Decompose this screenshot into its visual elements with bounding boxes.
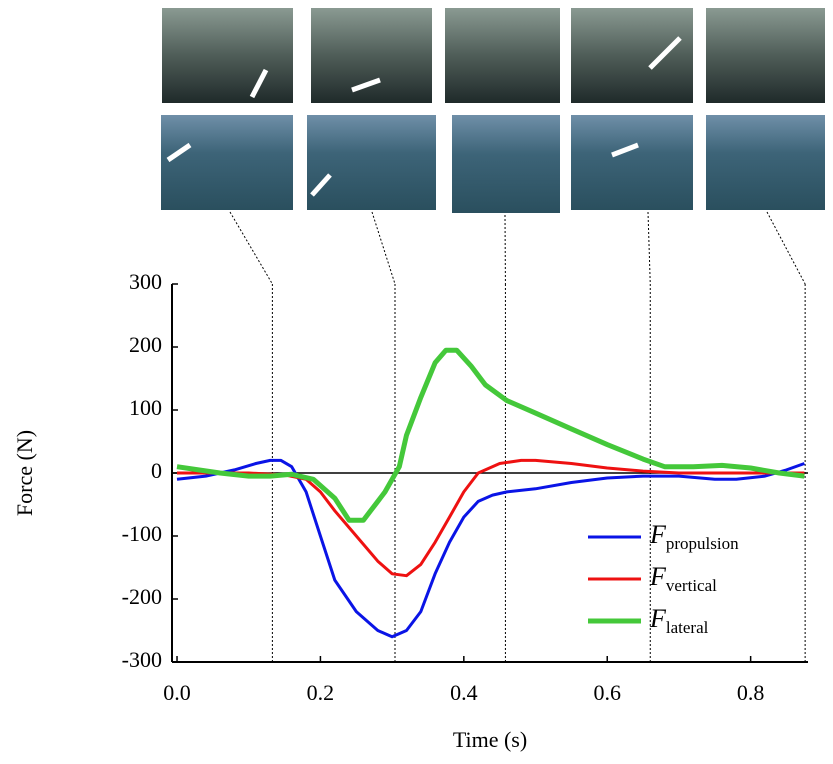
- arrow: [166, 142, 192, 163]
- series-line: [176, 347, 805, 523]
- y-tick-label: -300: [122, 647, 162, 672]
- photo: [452, 115, 560, 213]
- arrow: [310, 173, 332, 197]
- photo-connector: [229, 211, 273, 285]
- y-tick-label: 0: [151, 458, 162, 483]
- photos: [161, 8, 825, 213]
- x-tick-label: 0.2: [307, 680, 335, 705]
- legend-name: F: [649, 604, 667, 633]
- legend-label: Fvertical: [649, 562, 717, 595]
- photo: [307, 115, 436, 210]
- y-axis-title: Force (N): [12, 430, 37, 516]
- photo: [571, 115, 693, 210]
- x-tick-label: 0.0: [163, 680, 191, 705]
- x-tick-label: 0.8: [737, 680, 765, 705]
- arrow: [648, 36, 682, 70]
- photo: [445, 8, 560, 103]
- arrows: [166, 36, 682, 197]
- photo: [571, 8, 693, 103]
- arrow: [249, 68, 269, 99]
- arrow: [351, 77, 381, 93]
- y-tick-label: -200: [122, 584, 162, 609]
- series-line: [177, 458, 805, 578]
- legend-subscript: propulsion: [666, 534, 739, 553]
- series-line: [176, 458, 805, 639]
- photo-connector: [766, 211, 806, 285]
- photo: [162, 8, 293, 103]
- legend-label: Fpropulsion: [649, 520, 739, 553]
- legend-label: Flateral: [649, 604, 709, 637]
- photo-connector: [647, 211, 651, 285]
- photo-connector: [371, 211, 396, 285]
- arrow: [611, 142, 639, 158]
- x-tick-label: 0.4: [450, 680, 478, 705]
- legend-name: F: [649, 562, 667, 591]
- photo: [311, 8, 432, 103]
- photo: [706, 8, 825, 103]
- legend-subscript: vertical: [666, 576, 717, 595]
- photo: [706, 115, 825, 210]
- x-tick-label: 0.6: [593, 680, 621, 705]
- y-tick-label: 200: [129, 332, 162, 357]
- legend-name: F: [649, 520, 667, 549]
- x-axis-title: Time (s): [453, 727, 527, 752]
- y-tick-label: -100: [122, 521, 162, 546]
- legend-subscript: lateral: [666, 618, 709, 637]
- y-tick-label: 300: [129, 269, 162, 294]
- y-tick-label: 100: [129, 395, 162, 420]
- photo: [161, 115, 293, 210]
